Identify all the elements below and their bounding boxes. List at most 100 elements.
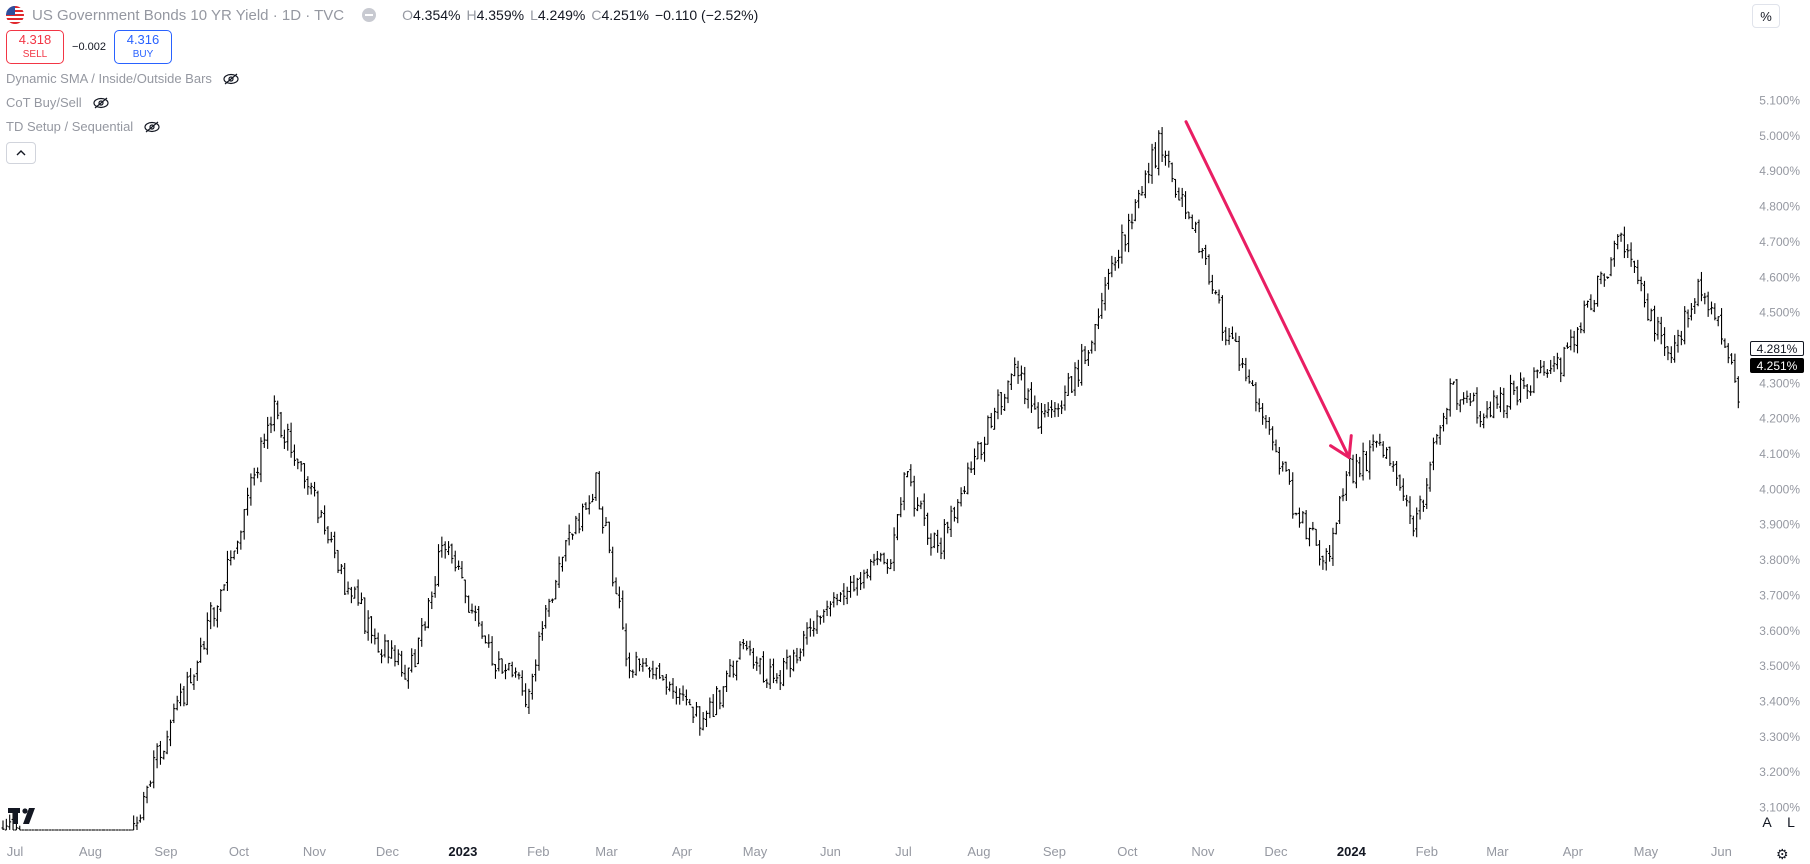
ohlc-bar [1679, 330, 1683, 346]
ohlc-bar [681, 685, 685, 701]
sell-button[interactable]: 4.318 SELL [6, 30, 64, 64]
close-value: 4.251% [601, 7, 649, 23]
ohlc-bar [591, 493, 595, 503]
ohlc-bar [1622, 226, 1626, 259]
ohlc-bar [1411, 515, 1415, 537]
indicator-item[interactable]: Dynamic SMA / Inside/Outside Bars [6, 71, 240, 86]
ohlc-bar [383, 634, 387, 658]
sell-price: 4.318 [18, 32, 52, 47]
ohlc-bar [410, 648, 414, 673]
y-tick-label: 3.400% [1759, 694, 1800, 708]
ohlc-bar [996, 389, 1000, 420]
ohlc-bar [1261, 403, 1265, 425]
ohlc-bar [839, 592, 842, 602]
ohlc-bar [266, 416, 270, 449]
x-tick-label: Jul [895, 844, 912, 859]
ohlc-bar [1656, 316, 1660, 340]
x-tick-label: May [743, 844, 768, 859]
ohlc-bar [768, 658, 772, 690]
ohlc-bar [1435, 433, 1439, 445]
ohlc-bar [229, 550, 233, 566]
ohlc-bar [644, 658, 648, 667]
ohlc-bar [1040, 403, 1043, 434]
ohlc-bar [359, 592, 363, 605]
ohlc-bar [1220, 295, 1224, 341]
indicator-item[interactable]: CoT Buy/Sell [6, 95, 110, 110]
ohlc-bar [1545, 369, 1549, 378]
ohlc-bar [544, 604, 548, 629]
ohlc-bar [869, 559, 873, 581]
buy-button[interactable]: 4.316 BUY [114, 30, 172, 64]
ohlc-bar [1281, 461, 1285, 472]
ohlc-bar [1013, 357, 1017, 377]
ohlc-bar [500, 658, 504, 674]
ohlc-bar [420, 617, 424, 647]
ohlc-bar [1133, 199, 1137, 222]
ohlc-bar [1026, 388, 1030, 409]
ohlc-bar [205, 612, 209, 655]
ohlc-bar [437, 544, 440, 587]
unit-selector[interactable]: % [1752, 4, 1780, 28]
x-tick-label: Sep [154, 844, 177, 859]
ohlc-bar [333, 531, 337, 559]
ohlc-bar [520, 670, 524, 696]
ohlc-bar [1130, 213, 1134, 230]
ohlc-bar [587, 495, 591, 515]
time-axis[interactable]: Jul Aug Sep Oct Nov Dec 2023 Feb Mar Apr May Jun Jul… [7, 844, 1732, 859]
ohlc-bar [487, 634, 491, 648]
ohlc-bar [1636, 259, 1640, 285]
high-value: 4.359% [476, 7, 525, 23]
eye-hidden-icon[interactable] [222, 73, 240, 85]
ohlc-bar [584, 502, 588, 510]
x-tick-label: Aug [967, 844, 990, 859]
ohlc-bar [152, 750, 156, 789]
symbol-title[interactable]: US Government Bonds 10 YR Yield · 1D · T… [32, 6, 345, 24]
collapse-legend-button[interactable] [362, 8, 377, 22]
tradingview-logo[interactable] [8, 806, 40, 832]
ohlc-bar [1368, 440, 1372, 480]
collapse-indicators-button[interactable] [6, 142, 36, 164]
ohlc-bar [1693, 298, 1697, 314]
ohlc-bar [1646, 293, 1650, 321]
ohlc-bar [1224, 326, 1228, 346]
ohlc-bar [376, 632, 380, 653]
ohlc-bar [1, 820, 5, 830]
settings-gear-icon[interactable]: ⚙ [1776, 846, 1789, 862]
ohlc-bar [299, 461, 303, 472]
ohlc-bar [936, 529, 940, 553]
ohlc-bar [802, 630, 806, 657]
ohlc-bar [1177, 187, 1181, 201]
ohlc-bar [694, 701, 698, 717]
y-tick-label: 5.100% [1759, 94, 1800, 108]
ohlc-bar [507, 662, 511, 671]
x-tick-label: Dec [376, 844, 400, 859]
ohlc-bar [725, 670, 729, 692]
ohlc-bar [899, 497, 903, 518]
ohlc-bar [447, 541, 451, 556]
ohlc-bar [1696, 278, 1700, 307]
us-flag-icon [6, 6, 24, 24]
price-axis[interactable]: 3.100% 3.200% 3.300% 3.400% 3.500% 3.600% 3.70… [1759, 94, 1800, 815]
ohlc-bar [554, 579, 558, 600]
ohlc-bar [1689, 303, 1693, 321]
ohlc-bar [132, 815, 136, 831]
indicator-item[interactable]: TD Setup / Sequential [6, 119, 161, 134]
ohlc-bar [1713, 303, 1717, 321]
ohlc-bar [256, 467, 260, 479]
x-tick-label: 2023 [448, 844, 477, 859]
eye-hidden-icon[interactable] [143, 121, 161, 133]
y-tick-label: 4.000% [1759, 482, 1800, 496]
ohlc-bar [1043, 404, 1047, 418]
ohlc-bar [909, 464, 913, 487]
ohlc-bar [1046, 402, 1050, 417]
log-scale-button[interactable]: L [1787, 814, 1795, 830]
tradingview-logo-icon [8, 808, 35, 824]
ohlc-bar [460, 561, 464, 579]
ohlc-bar [812, 620, 816, 637]
eye-hidden-icon[interactable] [92, 97, 110, 109]
auto-scale-button[interactable]: A [1762, 814, 1772, 830]
ohlc-bar [1582, 300, 1586, 334]
trend-arrow-annotation[interactable] [1184, 120, 1353, 460]
ohlc-bar [648, 666, 652, 678]
